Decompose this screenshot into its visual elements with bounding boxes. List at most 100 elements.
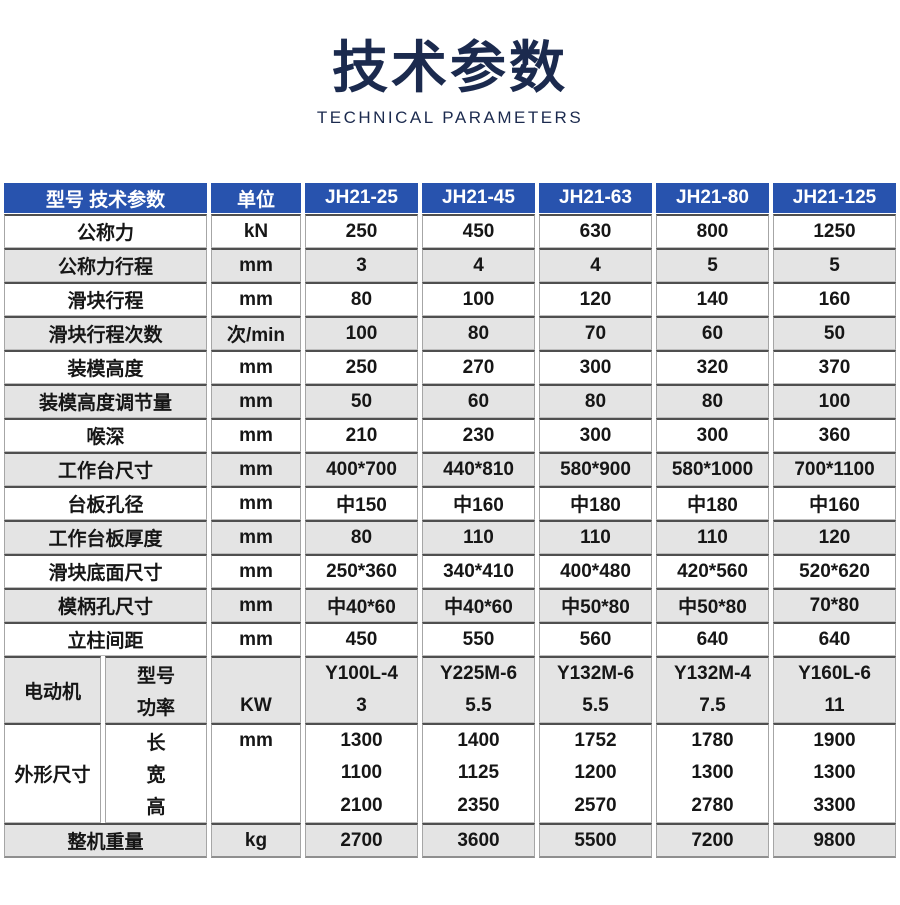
dimensions-value-cell-line: 2780 — [691, 794, 734, 816]
dimensions-value-cell-line: 1100 — [340, 762, 383, 784]
param-label-cell: 装模高度 — [4, 350, 207, 384]
table-row: 滑块底面尺寸 mm 250*360 340*410 400*480 420*560 520*… — [4, 554, 896, 588]
motor-unit-cell-lines: KW — [212, 658, 300, 722]
table-header-row: 型号 技术参数 单位 JH21-25 JH21-45 JH21-63 JH21-… — [4, 183, 896, 214]
header-model-jh21-63: JH21-63 — [539, 183, 652, 214]
unit-cell: mm — [211, 452, 301, 486]
dimensions-value-cell-line: 1400 — [457, 730, 500, 752]
value-cell: 120 — [773, 520, 896, 554]
weight-value-cell: 5500 — [539, 823, 652, 858]
unit-cell: mm — [211, 350, 301, 384]
param-label-cell: 喉深 — [4, 418, 207, 452]
value-cell: 3 — [305, 248, 418, 282]
weight-label-cell: 整机重量 — [4, 823, 207, 858]
weight-value-cell: 3600 — [422, 823, 535, 858]
table-row: 公称力行程 mm 3 4 4 5 5 — [4, 248, 896, 282]
motor-sub-label-cell: 型号 功率 — [105, 656, 207, 723]
value-cell: 300 — [539, 418, 652, 452]
value-cell: 300 — [539, 350, 652, 384]
value-cell: 中160 — [773, 486, 896, 520]
motor-value-cell: Y100L-4 3 — [305, 656, 418, 723]
value-cell: 360 — [773, 418, 896, 452]
weight-row: 整机重量 kg 2700 3600 5500 7200 9800 — [4, 823, 896, 858]
motor-value-cell-lines: Y100L-4 3 — [306, 658, 417, 722]
spec-table: 型号 技术参数 单位 JH21-25 JH21-45 JH21-63 JH21-… — [0, 183, 900, 858]
value-cell: 640 — [773, 622, 896, 656]
value-cell: 270 — [422, 350, 535, 384]
value-cell: 中180 — [656, 486, 769, 520]
value-cell: 中150 — [305, 486, 418, 520]
dimensions-value-cell-line: 2570 — [574, 794, 617, 816]
value-cell: 110 — [656, 520, 769, 554]
header-unit-label: 单位 — [211, 183, 301, 214]
table-row: 公称力 kN 250 450 630 800 1250 — [4, 214, 896, 248]
value-cell: 80 — [422, 316, 535, 350]
motor-group-cell: 电动机 — [4, 656, 101, 723]
unit-cell: mm — [211, 282, 301, 316]
motor-sub-label-cell-lines: 型号 功率 — [106, 658, 206, 722]
value-cell: 630 — [539, 214, 652, 248]
value-cell: 140 — [656, 282, 769, 316]
value-cell: 70*80 — [773, 588, 896, 622]
dimensions-sub-label-cell: 长宽高 — [105, 723, 207, 823]
value-cell: 160 — [773, 282, 896, 316]
value-cell: 5 — [773, 248, 896, 282]
param-label-cell: 立柱间距 — [4, 622, 207, 656]
motor-unit-cell-line: KW — [240, 695, 272, 716]
value-cell: 340*410 — [422, 554, 535, 588]
dimensions-unit-cell-line — [212, 757, 300, 789]
weight-value-cell: 2700 — [305, 823, 418, 858]
unit-cell: kN — [211, 214, 301, 248]
value-cell: 700*1100 — [773, 452, 896, 486]
dimensions-value-cell-lines: 1300 1100 2100 — [306, 725, 417, 822]
unit-cell: mm — [211, 384, 301, 418]
value-cell: 550 — [422, 622, 535, 656]
motor-sub-label-cell-line: 型号 — [136, 665, 175, 687]
table-row: 装模高度调节量 mm 50 60 80 80 100 — [4, 384, 896, 418]
value-cell: 400*480 — [539, 554, 652, 588]
dimensions-value-cell-line: 2100 — [340, 794, 383, 816]
value-cell: 4 — [422, 248, 535, 282]
value-cell: 230 — [422, 418, 535, 452]
dimensions-value-cell-line: 2350 — [457, 794, 500, 816]
page-subtitle: TECHNICAL PARAMETERS — [316, 108, 584, 127]
unit-cell: mm — [211, 588, 301, 622]
dimensions-sub-label-cell-line: 长 — [146, 732, 166, 754]
dimensions-value-cell-lines: 1780 1300 2780 — [657, 725, 768, 822]
motor-value-cell-line: 5.5 — [465, 695, 492, 716]
value-cell: 580*1000 — [656, 452, 769, 486]
dimensions-value-cell-line: 3300 — [813, 794, 856, 816]
dimensions-value-cell: 1900 1300 3300 — [773, 723, 896, 823]
header-param-label: 型号 技术参数 — [4, 183, 207, 214]
value-cell: 250*360 — [305, 554, 418, 588]
dimensions-value-cell-lines: 1400 1125 2350 — [423, 725, 534, 822]
motor-value-cell: Y225M-6 5.5 — [422, 656, 535, 723]
weight-value-cell: 7200 — [656, 823, 769, 858]
motor-row: 电动机 型号 功率 KW Y100L-4 3 Y225M-6 5.5 Y132M-6 5.5 Y13… — [4, 656, 896, 723]
dimensions-sub-label-cell-line: 高 — [146, 797, 166, 819]
motor-value-cell: Y160L-6 11 — [773, 656, 896, 723]
value-cell: 370 — [773, 350, 896, 384]
table-row: 立柱间距 mm 450 550 560 640 640 — [4, 622, 896, 656]
value-cell: 50 — [773, 316, 896, 350]
value-cell: 100 — [773, 384, 896, 418]
motor-value-cell-lines: Y160L-6 11 — [774, 658, 895, 722]
param-label-cell: 模柄孔尺寸 — [4, 588, 207, 622]
dimensions-value-cell-line: 1300 — [340, 730, 383, 752]
param-label-cell: 滑块行程 — [4, 282, 207, 316]
value-cell: 80 — [539, 384, 652, 418]
value-cell: 450 — [305, 622, 418, 656]
header-model-jh21-25: JH21-25 — [305, 183, 418, 214]
motor-value-cell-line: Y132M-6 — [556, 663, 635, 684]
motor-value-cell-line: Y132M-4 — [673, 663, 752, 684]
value-cell: 110 — [422, 520, 535, 554]
motor-value-cell-line: 11 — [824, 695, 845, 716]
unit-cell: mm — [211, 520, 301, 554]
value-cell: 420*560 — [656, 554, 769, 588]
motor-value-cell: Y132M-4 7.5 — [656, 656, 769, 723]
dimensions-unit-cell-lines: mm — [212, 725, 300, 822]
value-cell: 中50*80 — [539, 588, 652, 622]
value-cell: 580*900 — [539, 452, 652, 486]
value-cell: 560 — [539, 622, 652, 656]
